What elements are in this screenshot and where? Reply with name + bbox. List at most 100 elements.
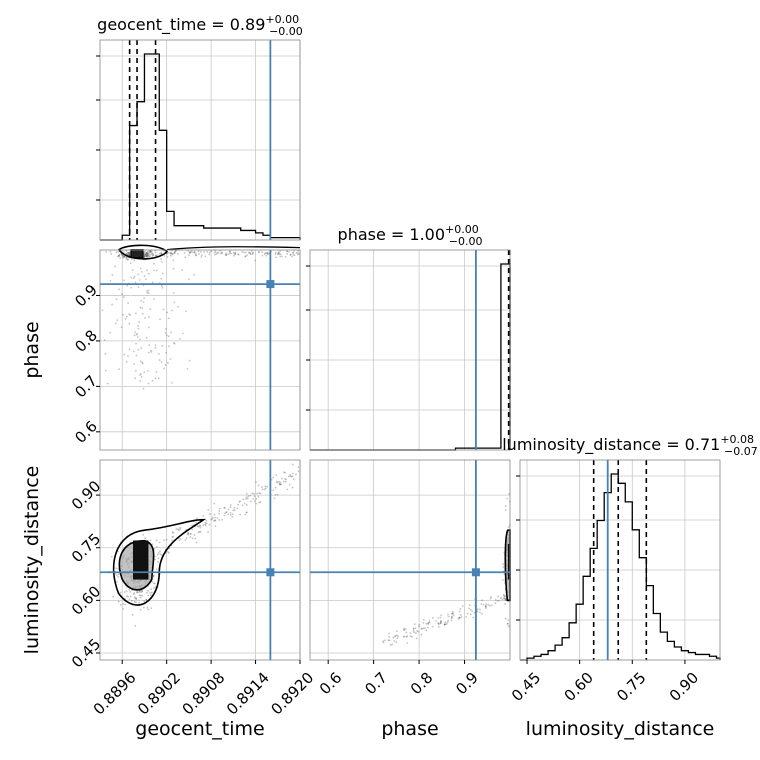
panel-phase-luminosity_distance-point-313 bbox=[437, 626, 440, 628]
panel-geocent_time-phase-point-18 bbox=[133, 259, 136, 262]
panel-geocent_time-phase-point-61 bbox=[143, 250, 146, 253]
panel-phase-luminosity_distance-point-278 bbox=[393, 635, 396, 638]
panel-phase-luminosity_distance-point-295 bbox=[412, 630, 415, 632]
panel-geocent_time-phase-point-257 bbox=[118, 254, 121, 257]
panel-geocent_time-phase-point-361 bbox=[137, 273, 139, 276]
panel-geocent_time-phase-point-312 bbox=[141, 362, 144, 365]
panel-geocent_time-luminosity_distance-point-63 bbox=[141, 590, 144, 592]
panel-geocent_time-phase-point-158 bbox=[123, 255, 126, 258]
panel-geocent_time-luminosity_distance-point-478 bbox=[202, 524, 205, 527]
panel-geocent_time-phase-point-79 bbox=[154, 254, 157, 257]
xtick-label-geocent_time-4: 0.8920 bbox=[267, 669, 317, 719]
panel-phase-luminosity_distance-point-92 bbox=[506, 622, 509, 625]
panel-geocent_time-phase-point-248 bbox=[145, 254, 148, 256]
panel-geocent_time-phase-point-259 bbox=[128, 253, 131, 256]
panel-geocent_time-luminosity_distance-point-144 bbox=[139, 590, 141, 593]
panel-geocent_time-luminosity_distance-point-417 bbox=[257, 495, 260, 498]
panel-geocent_time-phase-point-12 bbox=[143, 255, 146, 258]
panel-phase-luminosity_distance-point-293 bbox=[395, 634, 398, 637]
panel-geocent_time-phase-point-84 bbox=[146, 253, 149, 256]
panel-phase-luminosity_distance-point-321 bbox=[427, 623, 430, 625]
panel-geocent_time-luminosity_distance-point-471 bbox=[158, 541, 161, 544]
panel-phase-luminosity_distance-point-299 bbox=[444, 623, 446, 626]
panel-geocent_time-phase-point-28 bbox=[125, 256, 128, 259]
panel-geocent_time-luminosity_distance-point-360 bbox=[295, 473, 297, 476]
panel-geocent_time-phase-point-185 bbox=[156, 254, 158, 257]
panel-geocent_time-luminosity_distance-point-48 bbox=[133, 592, 136, 594]
panel-geocent_time-luminosity_distance-point-336 bbox=[276, 481, 279, 484]
panel-phase-luminosity_distance-point-291 bbox=[498, 599, 500, 602]
panel-geocent_time-phase-point-36 bbox=[118, 253, 121, 256]
panel-phase-luminosity_distance-point-228 bbox=[427, 622, 429, 625]
panel-geocent_time-phase-point-56 bbox=[143, 255, 146, 257]
panel-geocent_time-luminosity_distance-point-384 bbox=[245, 492, 248, 495]
panel-geocent_time-luminosity_distance-point-258 bbox=[147, 590, 149, 592]
panel-geocent_time-luminosity_distance-point-396 bbox=[242, 498, 245, 501]
panel-geocent_time-phase-point-397 bbox=[167, 362, 169, 364]
panel-geocent_time-phase-point-505 bbox=[289, 253, 292, 256]
panel-geocent_time-phase-point-305 bbox=[120, 326, 123, 329]
panel-geocent_time-luminosity_distance-point-469 bbox=[210, 518, 213, 521]
panel-phase-luminosity_distance-point-269 bbox=[445, 623, 448, 625]
panel-geocent_time-phase-point-331 bbox=[166, 311, 168, 314]
panel-geocent_time-luminosity_distance-point-399 bbox=[171, 539, 174, 542]
panel-phase-luminosity_distance-point-219 bbox=[466, 612, 469, 615]
panel-geocent_time-phase-point-242 bbox=[143, 256, 146, 259]
panel-geocent_time-luminosity_distance-point-219 bbox=[150, 607, 153, 610]
panel-geocent_time-luminosity_distance-point-139 bbox=[119, 603, 122, 606]
panel-geocent_time-phase-point-302 bbox=[109, 279, 112, 282]
panel-geocent_time-phase-point-249 bbox=[150, 252, 153, 255]
panel-geocent_time-luminosity_distance-point-362 bbox=[199, 531, 202, 533]
panel-geocent_time-phase-point-551 bbox=[204, 255, 207, 258]
title-luminosity_distance-sup: +0.08 bbox=[720, 433, 754, 446]
panel-geocent_time-luminosity_distance-point-479 bbox=[252, 498, 255, 500]
panel-geocent_time-phase-point-388 bbox=[145, 336, 148, 339]
panel-phase-luminosity_distance-point-304 bbox=[458, 616, 461, 619]
panel-phase-luminosity_distance-point-202 bbox=[439, 622, 442, 625]
panel-geocent_time-luminosity_distance-point-49 bbox=[152, 582, 155, 585]
panel-geocent_time-luminosity_distance-point-508 bbox=[278, 482, 281, 485]
panel-geocent_time-phase-point-527 bbox=[192, 251, 194, 254]
panel-geocent_time-phase-point-517 bbox=[248, 251, 251, 254]
panel-geocent_time-luminosity_distance-point-327 bbox=[171, 531, 174, 534]
panel-geocent_time-phase-point-298 bbox=[148, 351, 150, 354]
panel-phase-luminosity_distance-point-124 bbox=[506, 497, 508, 500]
panel-geocent_time-phase-point-15 bbox=[146, 251, 148, 254]
panel-phase-luminosity_distance-point-33 bbox=[506, 622, 509, 625]
panel-geocent_time-phase-point-209 bbox=[152, 254, 154, 257]
panel-geocent_time-phase-point-363 bbox=[143, 297, 146, 300]
panel-geocent_time-luminosity_distance-point-434 bbox=[159, 553, 162, 556]
panel-geocent_time-phase-point-283 bbox=[125, 360, 128, 363]
panel-phase-luminosity_distance-point-303 bbox=[409, 635, 412, 637]
panel-geocent_time-luminosity_distance-point-445 bbox=[227, 513, 230, 516]
panel-geocent_time-phase-point-545 bbox=[293, 254, 296, 257]
panel-geocent_time-phase-point-119 bbox=[147, 254, 150, 257]
panel-geocent_time-phase-point-438 bbox=[228, 250, 231, 253]
panel-geocent_time-phase-point-293 bbox=[154, 344, 157, 347]
panel-geocent_time-phase-point-535 bbox=[246, 254, 248, 257]
panel-geocent_time-phase-point-472 bbox=[200, 256, 203, 258]
panel-phase-luminosity_distance-point-257 bbox=[504, 602, 506, 605]
panel-geocent_time-phase-point-452 bbox=[188, 251, 191, 254]
panel-geocent_time-luminosity_distance-point-488 bbox=[297, 466, 300, 469]
panel-geocent_time-phase-point-375 bbox=[118, 368, 120, 371]
panel-geocent_time-luminosity_distance-point-466 bbox=[189, 533, 192, 535]
panel-geocent_time-luminosity_distance-point-6 bbox=[155, 539, 158, 542]
panel-geocent_time-luminosity_distance-point-148 bbox=[133, 596, 136, 599]
panel-geocent_time-phase-point-366 bbox=[163, 367, 166, 370]
panel-geocent_time-luminosity_distance-point-446 bbox=[184, 539, 187, 542]
panel-geocent_time-luminosity_distance-point-425 bbox=[287, 475, 290, 478]
panel-geocent_time-phase-point-401 bbox=[188, 359, 191, 362]
xlabel-luminosity_distance: luminosity_distance bbox=[526, 718, 715, 740]
panel-geocent_time-phase-point-435 bbox=[233, 254, 235, 257]
panel-geocent_time-phase-point-522 bbox=[167, 251, 170, 254]
panel-geocent_time-luminosity_distance-point-474 bbox=[274, 486, 277, 489]
panel-geocent_time-phase-point-31 bbox=[121, 254, 124, 257]
panel-geocent_time-phase-point-416 bbox=[121, 293, 123, 296]
panel-geocent_time-luminosity_distance-point-447 bbox=[281, 477, 283, 480]
panel-geocent_time-luminosity_distance-point-441 bbox=[255, 498, 258, 500]
ytick-label-luminosity_distance-3: 0.90 bbox=[68, 477, 104, 513]
panel-geocent_time-phase-point-208 bbox=[127, 253, 130, 256]
panel-geocent_time-luminosity_distance-point-484 bbox=[259, 492, 262, 495]
panel-phase-luminosity_distance-point-114 bbox=[507, 625, 510, 627]
